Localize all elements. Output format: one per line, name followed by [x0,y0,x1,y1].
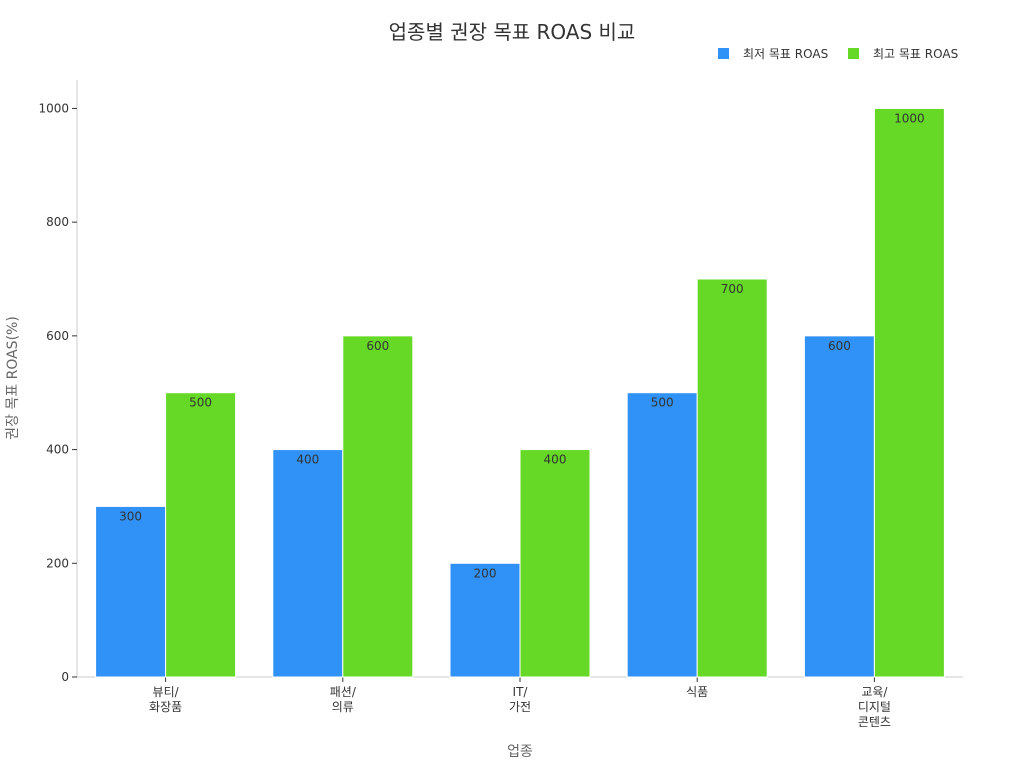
x-axis-label: 업종 [507,744,533,760]
y-tick-label: 600 [46,329,69,343]
bar [272,449,344,678]
bar [165,392,237,678]
x-tick-label: IT/가전 [509,685,531,714]
data-label: 600 [366,339,389,353]
bar [803,335,875,678]
x-tick-label: 패션/의류 [330,685,357,714]
y-tick-label: 0 [61,670,69,684]
data-label: 300 [119,509,142,523]
bar [519,449,591,678]
x-tick-label: 교육/디지털 콘텐츠 [858,685,891,729]
data-label: 600 [828,339,851,353]
legend: 최저 목표 ROAS 최고 목표 ROAS [718,47,958,61]
legend-swatch [848,48,859,59]
legend-swatch [718,48,729,59]
bar [342,335,414,678]
legend-item: 최고 목표 ROAS [848,47,958,61]
data-label: 500 [651,396,674,410]
legend-label: 최저 목표 ROAS [743,47,828,61]
data-label: 200 [474,566,497,580]
data-label: 500 [189,396,212,410]
y-tick-label: 1000 [38,101,69,115]
legend-item: 최저 목표 ROAS [718,47,828,61]
x-tick-label: 뷰티/화장품 [149,685,182,714]
y-tick-label: 400 [46,443,69,457]
chart-title: 업종별 권장 목표 ROAS 비교 [389,20,636,44]
bar [696,278,768,678]
data-label: 1000 [894,111,925,125]
y-tick-label: 800 [46,215,69,229]
axes: 0 200 400 600 800 1000 뷰티/화장품 패션/의류 IT/가전 식품 교육/디지… [38,80,963,729]
y-tick-label: 200 [46,556,69,570]
x-tick-label: 식품 [686,685,708,699]
data-label: 700 [721,282,744,296]
data-label: 400 [296,453,319,467]
bar [626,392,698,678]
bars: 300 500 400 600 200 400 500 700 600 1000 [95,107,945,678]
bar [873,107,945,678]
bar [449,562,521,678]
data-label: 400 [544,453,567,467]
legend-label: 최고 목표 ROAS [873,47,958,61]
y-axis-label: 권장 목표 ROAS(%) [5,316,21,440]
bar [95,505,167,678]
